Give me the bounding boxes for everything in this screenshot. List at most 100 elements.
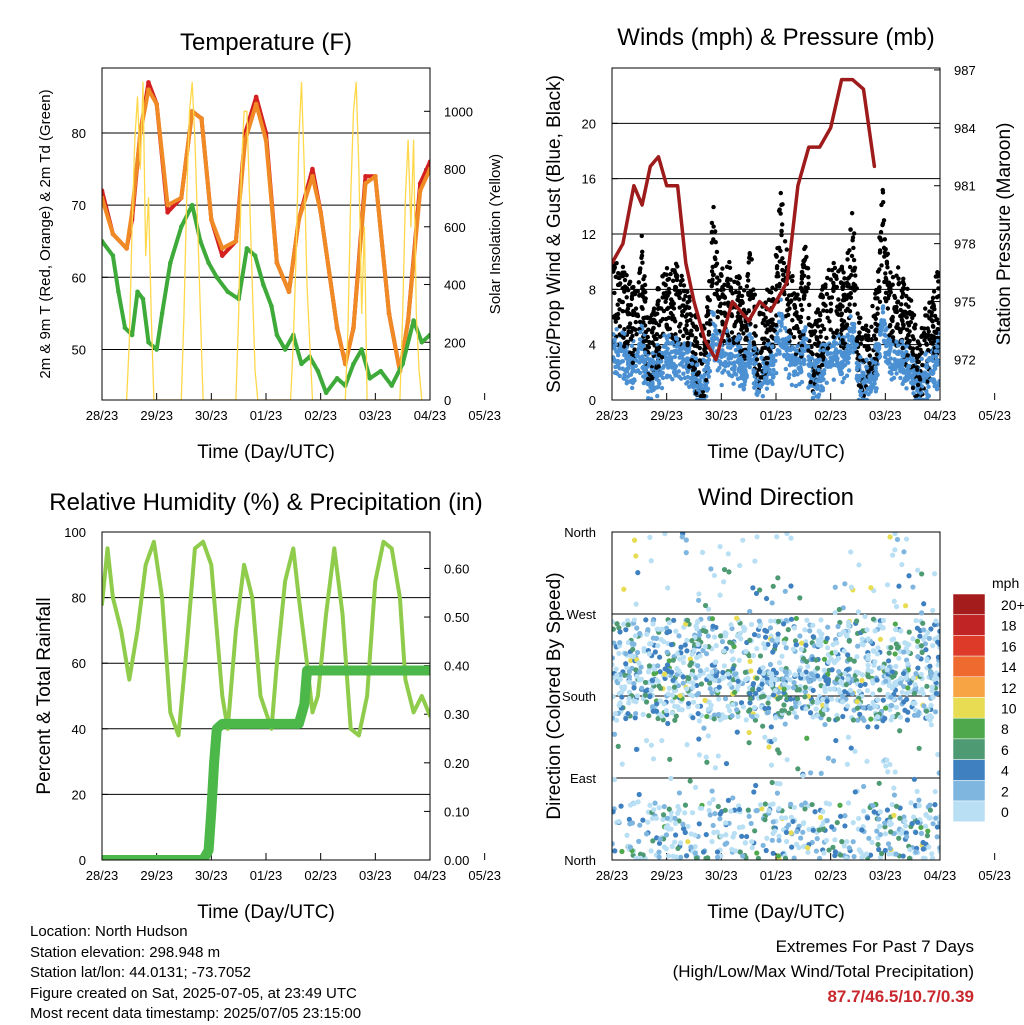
- series-point: [154, 101, 159, 107]
- wind-point: [874, 373, 879, 379]
- direction-point: [870, 691, 876, 697]
- wind-point: [753, 360, 758, 366]
- direction-point: [625, 622, 631, 628]
- direction-point: [662, 666, 668, 672]
- wind-point: [637, 337, 643, 342]
- direction-point: [846, 638, 852, 644]
- gust-point: [797, 329, 802, 335]
- wind-point: [880, 310, 886, 315]
- direction-point: [902, 603, 909, 609]
- direction-point: [908, 800, 914, 806]
- wind-point: [877, 330, 883, 335]
- direction-point: [829, 696, 835, 702]
- gust-point: [744, 326, 749, 332]
- direction-point: [723, 832, 729, 838]
- gust-point: [693, 391, 699, 396]
- direction-point: [919, 649, 925, 656]
- direction-point: [813, 848, 819, 854]
- gust-point: [900, 318, 905, 324]
- gust-point: [627, 321, 633, 326]
- gust-point: [870, 303, 875, 309]
- direction-point: [846, 845, 852, 851]
- wind-point: [676, 369, 682, 374]
- direction-point: [802, 627, 808, 633]
- direction-point: [632, 715, 638, 721]
- gust-point: [791, 335, 797, 340]
- legend-swatch: [952, 759, 986, 781]
- direction-point: [791, 625, 798, 631]
- gust-point: [776, 245, 782, 251]
- direction-point: [696, 632, 703, 638]
- direction-point: [745, 807, 751, 813]
- direction-point: [742, 840, 748, 846]
- direction-point: [647, 693, 653, 700]
- gust-point: [836, 269, 841, 274]
- gust-point: [910, 334, 915, 339]
- wind-point: [754, 382, 760, 388]
- direction-point: [893, 704, 900, 711]
- wind-point: [859, 373, 865, 379]
- direction-point: [770, 692, 777, 698]
- wind-point: [662, 333, 667, 338]
- wind-point: [681, 371, 686, 376]
- direction-point: [746, 729, 752, 736]
- direction-point: [870, 803, 876, 809]
- direction-point: [743, 717, 749, 723]
- direction-point: [671, 617, 677, 623]
- direction-point: [722, 633, 729, 639]
- direction-point: [850, 717, 857, 723]
- wind-point: [639, 323, 644, 328]
- gust-point: [694, 327, 700, 332]
- gust-point: [612, 290, 617, 296]
- direction-point: [937, 628, 940, 634]
- direction-point: [716, 696, 722, 702]
- direction-point: [748, 820, 754, 827]
- gust-point: [851, 245, 856, 251]
- wind-point: [891, 375, 897, 381]
- direction-point: [933, 618, 939, 624]
- wind-point: [749, 335, 754, 341]
- direction-point: [916, 797, 922, 803]
- wind-point: [676, 374, 682, 379]
- wind-point: [665, 346, 670, 352]
- gust-point: [717, 278, 722, 283]
- direction-point: [901, 699, 907, 705]
- direction-point: [775, 747, 781, 753]
- direction-point: [663, 824, 669, 830]
- gust-point: [689, 328, 694, 333]
- wind-point: [842, 356, 847, 361]
- direction-point: [876, 780, 882, 786]
- wind-point: [783, 366, 789, 372]
- gust-point: [860, 358, 866, 363]
- wind-point: [655, 359, 660, 365]
- direction-point: [882, 820, 888, 826]
- direction-point: [711, 712, 718, 718]
- gust-point: [747, 291, 753, 297]
- direction-point: [899, 561, 905, 568]
- wind-point: [635, 368, 641, 373]
- direction-point: [769, 779, 775, 786]
- direction-point: [617, 629, 623, 635]
- gust-point: [847, 264, 853, 270]
- gust-point: [612, 313, 618, 319]
- gust-point: [656, 364, 661, 369]
- series-point: [417, 188, 423, 193]
- direction-point: [696, 752, 703, 758]
- gust-point: [883, 296, 888, 301]
- gust-point: [925, 326, 930, 331]
- gust-point: [858, 341, 864, 346]
- gust-point: [824, 335, 829, 341]
- y2-tick-label: 984: [954, 121, 976, 136]
- gust-point: [736, 281, 741, 286]
- gust-point: [651, 325, 656, 331]
- direction-point: [857, 682, 864, 689]
- wind-point: [735, 376, 741, 382]
- direction-point: [818, 617, 824, 623]
- gust-point: [839, 266, 845, 272]
- direction-point: [831, 659, 838, 666]
- wind-point: [805, 344, 811, 350]
- wind-point: [787, 372, 792, 377]
- direction-point: [841, 843, 847, 849]
- direction-point: [626, 669, 633, 675]
- gust-point: [694, 340, 700, 345]
